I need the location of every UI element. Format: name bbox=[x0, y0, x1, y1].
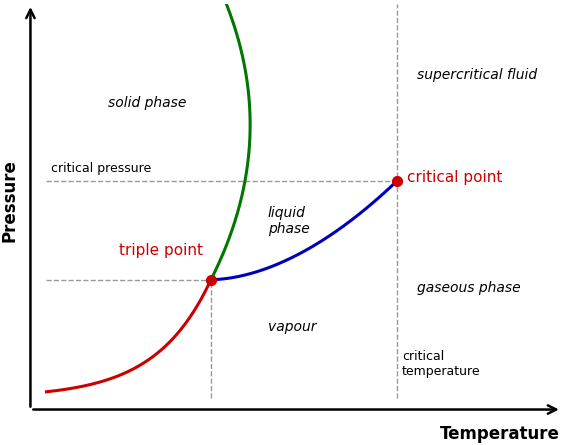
Text: critical pressure: critical pressure bbox=[51, 162, 152, 175]
Text: solid phase: solid phase bbox=[108, 96, 186, 109]
Text: liquid
phase: liquid phase bbox=[267, 206, 309, 236]
Text: Pressure: Pressure bbox=[1, 159, 19, 243]
Text: supercritical fluid: supercritical fluid bbox=[417, 68, 537, 82]
Text: gaseous phase: gaseous phase bbox=[417, 280, 521, 295]
Text: critical
temperature: critical temperature bbox=[402, 350, 480, 378]
Text: critical point: critical point bbox=[407, 170, 502, 185]
Text: vapour: vapour bbox=[267, 320, 316, 334]
Text: triple point: triple point bbox=[119, 243, 203, 258]
Text: Temperature: Temperature bbox=[440, 425, 560, 443]
